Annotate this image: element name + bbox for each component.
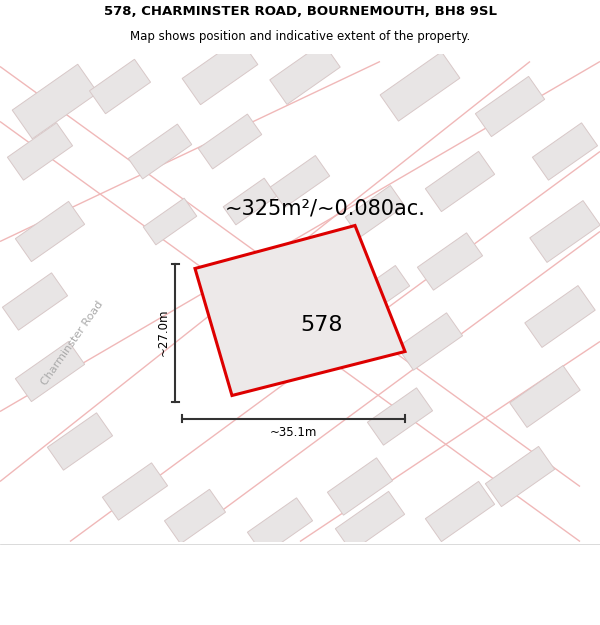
Text: 578: 578 [301,315,343,335]
Polygon shape [271,156,329,208]
Polygon shape [195,226,405,396]
Polygon shape [128,124,192,179]
Polygon shape [16,201,85,262]
Text: ~27.0m: ~27.0m [157,309,170,356]
Polygon shape [89,59,151,114]
Polygon shape [164,489,226,544]
Polygon shape [7,123,73,180]
Polygon shape [182,38,258,104]
Polygon shape [397,313,463,370]
Text: ~35.1m: ~35.1m [270,426,317,439]
Polygon shape [510,366,580,428]
Text: Map shows position and indicative extent of the property.: Map shows position and indicative extent… [130,31,470,43]
Polygon shape [346,186,404,238]
Polygon shape [425,151,494,212]
Polygon shape [350,266,410,318]
Polygon shape [367,388,433,445]
Polygon shape [335,491,404,552]
Polygon shape [485,446,554,507]
Text: 578, CHARMINSTER ROAD, BOURNEMOUTH, BH8 9SL: 578, CHARMINSTER ROAD, BOURNEMOUTH, BH8 … [104,5,497,18]
Polygon shape [530,201,600,262]
Polygon shape [270,42,340,104]
Polygon shape [2,273,68,330]
Text: ~325m²/~0.080ac.: ~325m²/~0.080ac. [225,199,426,219]
Polygon shape [16,341,85,402]
Polygon shape [525,286,595,348]
Text: Charminster Road: Charminster Road [39,299,105,388]
Polygon shape [143,198,197,245]
Polygon shape [247,498,313,555]
Polygon shape [47,413,113,470]
Polygon shape [103,463,167,520]
Polygon shape [418,233,482,290]
Polygon shape [328,458,392,515]
Polygon shape [198,114,262,169]
Polygon shape [12,64,98,139]
Polygon shape [532,123,598,180]
Polygon shape [223,178,277,225]
Polygon shape [380,52,460,121]
Polygon shape [475,76,545,137]
Polygon shape [425,481,494,542]
